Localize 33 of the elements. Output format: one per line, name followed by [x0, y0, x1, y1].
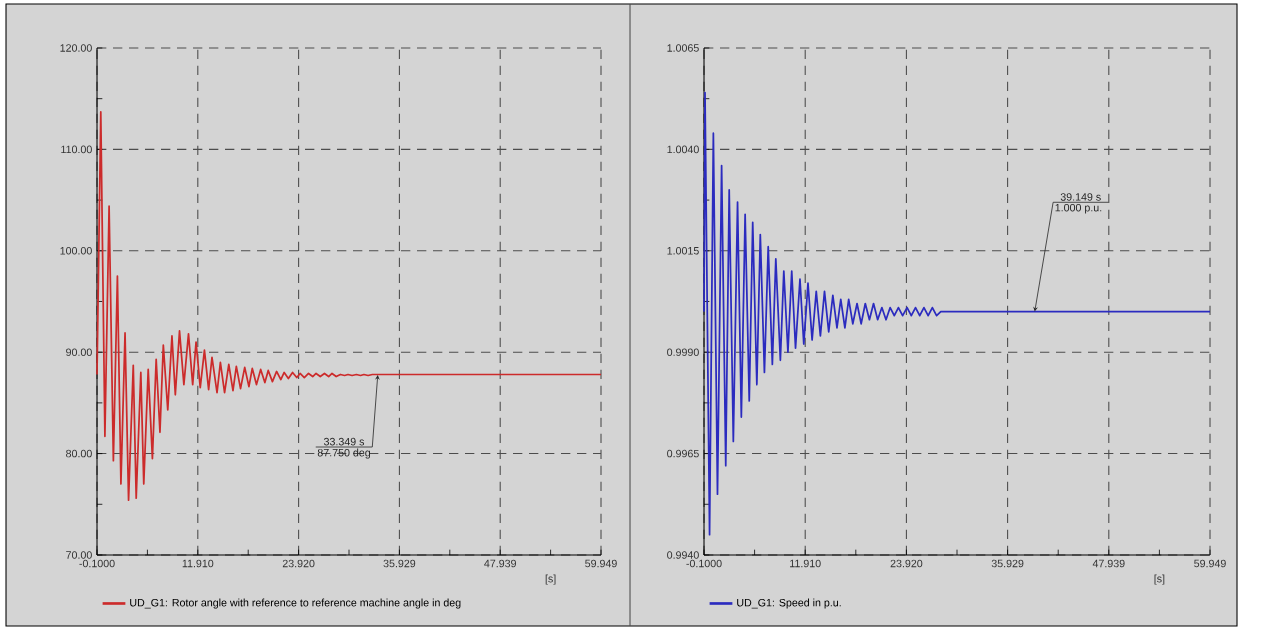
y-tick-label: 70.00 — [66, 551, 92, 559]
x-tick-label: 11.910 — [182, 559, 214, 568]
y-tick-label: 1.0040 — [667, 145, 699, 154]
x-tick-label: 35.929 — [991, 559, 1024, 568]
y-tick-label: 100.00 — [60, 247, 92, 255]
annotation: 87.750 deg — [317, 448, 371, 459]
legend-label: UD_G1: Rotor angle with reference to reference machine angle in deg — [130, 598, 461, 609]
x-axis-title: [s] — [545, 574, 556, 585]
y-tick-label: 90.00 — [66, 348, 92, 356]
x-axis-title: [s] — [1154, 574, 1165, 585]
x-tick-label: 47.939 — [1092, 559, 1125, 568]
x-tick-label: -0.1000 — [686, 559, 722, 568]
annotation: 33.349 s — [323, 437, 365, 446]
x-tick-label: 59.949 — [1194, 559, 1226, 568]
y-tick-label: 120.00 — [60, 44, 92, 52]
y-tick-label: 0.9990 — [667, 348, 699, 356]
y-tick-label: 0.9965 — [667, 449, 699, 458]
annotation: 39.149 s — [1060, 193, 1101, 201]
y-tick-label: 1.0015 — [667, 247, 699, 255]
x-tick-label: 23.920 — [282, 559, 315, 568]
line-series — [703, 91, 1211, 536]
x-tick-label: 23.920 — [890, 559, 923, 568]
y-tick-label: 110.00 — [61, 145, 92, 154]
x-tick-label: 35.929 — [383, 559, 416, 568]
y-tick-label: 80.00 — [66, 449, 92, 458]
x-tick-label: -0.1000 — [79, 559, 115, 568]
annotation: 1.000 p.u. — [1055, 203, 1102, 214]
y-tick-label: 0.9940 — [667, 551, 699, 559]
legend-label: UD_G1: Speed in p.u. — [737, 598, 841, 609]
x-tick-label: 47.939 — [484, 559, 516, 568]
y-tick-label: 1.0065 — [667, 44, 699, 52]
x-tick-label: 11.910 — [790, 559, 821, 568]
x-tick-label: 59.949 — [585, 559, 617, 568]
